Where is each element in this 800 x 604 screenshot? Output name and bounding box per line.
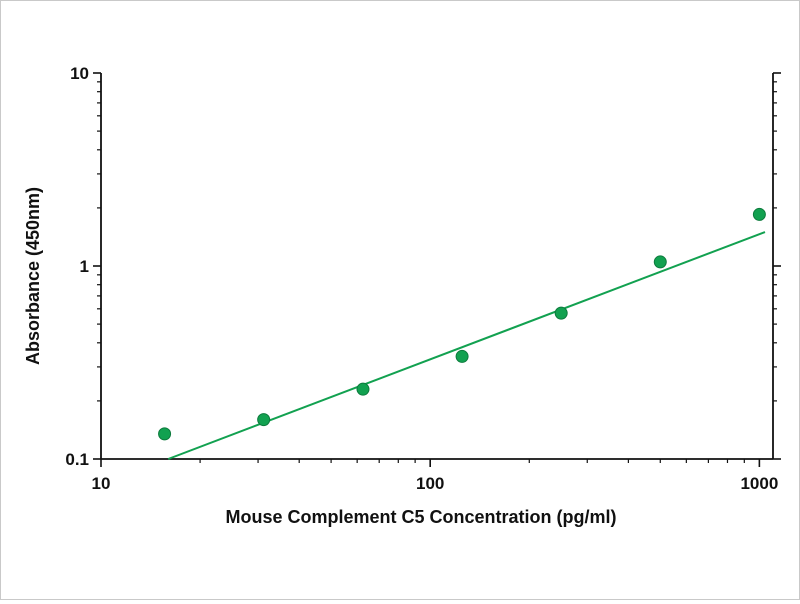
- data-point: [554, 306, 568, 320]
- plot-area: 10 100 1000 0.1 1 10: [65, 64, 781, 493]
- x-tick-label: 10: [92, 474, 111, 493]
- x-tick-label: 100: [416, 474, 444, 493]
- data-point: [158, 427, 172, 441]
- y-tick-label: 1: [80, 257, 89, 276]
- data-point: [752, 207, 766, 221]
- x-tick-label: 1000: [740, 474, 778, 493]
- y-tick-label: 0.1: [65, 450, 89, 469]
- trend-line: [167, 231, 766, 460]
- data-point: [257, 413, 271, 427]
- data-point: [455, 349, 469, 363]
- x-axis-title: Mouse Complement C5 Concentration (pg/ml…: [225, 507, 616, 527]
- data-point: [653, 255, 667, 269]
- data-point: [356, 382, 370, 396]
- y-axis-title: Absorbance (450nm): [23, 187, 43, 365]
- y-tick-label: 10: [70, 64, 89, 83]
